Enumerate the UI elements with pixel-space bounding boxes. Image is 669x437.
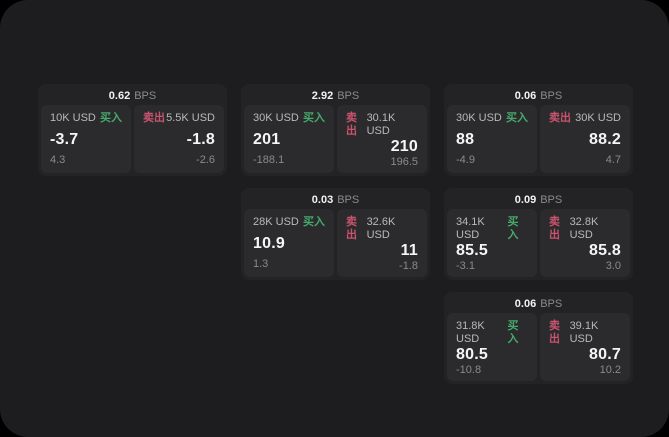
bps-header: 0.62 BPS	[41, 87, 224, 105]
bps-unit: BPS	[540, 298, 563, 310]
buy-panel[interactable]: 28K USD 买入 10.9 1.3	[244, 209, 334, 277]
sell-side-label: 卖出	[549, 216, 560, 241]
bps-value: 0.62	[108, 90, 131, 102]
bps-unit: BPS	[540, 194, 563, 206]
buy-delta: 4.3	[50, 154, 66, 166]
buy-delta: -10.8	[456, 364, 482, 376]
sell-notional: 30K USD	[575, 112, 621, 124]
bps-value: 0.06	[514, 298, 537, 310]
buy-panel[interactable]: 30K USD 买入 88 -4.9	[447, 105, 537, 173]
sell-price: 85.8	[589, 242, 621, 259]
quote-card: 0.09 BPS 34.1K USD 买入 85.5 -3.1 卖出 32.8K…	[444, 188, 633, 280]
sell-panel[interactable]: 卖出 32.6K USD 11 -1.8	[337, 209, 427, 277]
buy-notional: 30K USD	[253, 112, 299, 124]
buy-delta: -4.9	[456, 154, 475, 166]
buy-side-label: 买入	[303, 112, 325, 124]
buy-notional: 28K USD	[253, 216, 299, 228]
sell-price: 88.2	[589, 130, 621, 148]
quote-body: 30K USD 买入 88 -4.9 卖出 30K USD 88.2 4.7	[447, 105, 630, 173]
sell-side-label: 卖出	[143, 112, 165, 124]
sell-notional: 30.1K USD	[366, 112, 396, 137]
sell-panel[interactable]: 卖出 39.1K USD 80.7 10.2	[540, 313, 630, 381]
sell-price: 80.7	[589, 346, 621, 363]
quote-body: 34.1K USD 买入 85.5 -3.1 卖出 32.8K USD 85.8…	[447, 209, 630, 277]
buy-side-label: 买入	[506, 112, 528, 124]
bps-value: 0.06	[514, 90, 537, 102]
sell-panel[interactable]: 卖出 32.8K USD 85.8 3.0	[540, 209, 630, 277]
quote-card: 0.62 BPS 10K USD 买入 -3.7 4.3 卖出 5.5K USD…	[38, 84, 227, 176]
sell-delta: 3.0	[605, 260, 621, 272]
buy-panel[interactable]: 30K USD 买入 201 -188.1	[244, 105, 334, 173]
bps-unit: BPS	[337, 194, 360, 206]
quote-card: 0.06 BPS 31.8K USD 买入 80.5 -10.8 卖出 39.1…	[444, 292, 633, 384]
bps-value: 2.92	[311, 90, 334, 102]
bps-unit: BPS	[134, 90, 157, 102]
buy-price: 88	[456, 130, 475, 148]
sell-notional: 32.6K USD	[366, 216, 396, 241]
sell-panel[interactable]: 卖出 30K USD 88.2 4.7	[540, 105, 630, 173]
buy-notional: 10K USD	[50, 112, 96, 124]
buy-side-label: 买入	[507, 320, 519, 345]
buy-delta: -3.1	[456, 260, 475, 272]
bps-unit: BPS	[337, 90, 360, 102]
sell-side-label: 卖出	[549, 320, 560, 345]
sell-notional: 32.8K USD	[569, 216, 599, 241]
sell-delta: -2.6	[196, 154, 215, 166]
buy-panel[interactable]: 31.8K USD 买入 80.5 -10.8	[447, 313, 537, 381]
buy-side-label: 买入	[100, 112, 122, 124]
quote-body: 30K USD 买入 201 -188.1 卖出 30.1K USD 210 1…	[244, 105, 427, 173]
quote-card: 0.03 BPS 28K USD 买入 10.9 1.3 卖出 32.6K US…	[241, 188, 430, 280]
bps-header: 0.06 BPS	[447, 295, 630, 313]
sell-price: 210	[390, 138, 418, 155]
bps-value: 0.09	[514, 194, 537, 206]
buy-notional: 34.1K USD	[456, 216, 485, 241]
buy-price: 85.5	[456, 242, 488, 259]
sell-price: 11	[400, 242, 418, 259]
sell-delta: 10.2	[599, 364, 621, 376]
sell-panel[interactable]: 卖出 5.5K USD -1.8 -2.6	[134, 105, 224, 173]
bps-header: 0.06 BPS	[447, 87, 630, 105]
buy-delta: 1.3	[253, 258, 269, 270]
quote-body: 28K USD 买入 10.9 1.3 卖出 32.6K USD 11 -1.8	[244, 209, 427, 277]
buy-side-label: 买入	[507, 216, 519, 241]
quote-body: 31.8K USD 买入 80.5 -10.8 卖出 39.1K USD 80.…	[447, 313, 630, 381]
buy-price: 80.5	[456, 346, 488, 363]
buy-price: 10.9	[253, 234, 285, 252]
bps-unit: BPS	[540, 90, 563, 102]
sell-notional: 39.1K USD	[569, 320, 599, 345]
bps-header: 0.03 BPS	[244, 191, 427, 209]
buy-delta: -188.1	[253, 154, 285, 166]
sell-price: -1.8	[186, 130, 215, 148]
buy-price: -3.7	[50, 130, 79, 148]
quote-card: 0.06 BPS 30K USD 买入 88 -4.9 卖出 30K USD 8…	[444, 84, 633, 176]
sell-notional: 5.5K USD	[166, 112, 215, 124]
bps-header: 0.09 BPS	[447, 191, 630, 209]
sell-side-label: 卖出	[549, 112, 571, 124]
buy-side-label: 买入	[303, 216, 325, 228]
buy-notional: 31.8K USD	[456, 320, 485, 345]
sell-side-label: 卖出	[346, 112, 357, 137]
sell-side-label: 卖出	[346, 216, 357, 241]
sell-panel[interactable]: 卖出 30.1K USD 210 196.5	[337, 105, 427, 173]
sell-delta: 196.5	[390, 156, 418, 168]
bps-value: 0.03	[311, 194, 334, 206]
buy-panel[interactable]: 10K USD 买入 -3.7 4.3	[41, 105, 131, 173]
quote-body: 10K USD 买入 -3.7 4.3 卖出 5.5K USD -1.8 -2.…	[41, 105, 224, 173]
buy-price: 201	[253, 130, 281, 148]
sell-delta: -1.8	[399, 260, 418, 272]
buy-panel[interactable]: 34.1K USD 买入 85.5 -3.1	[447, 209, 537, 277]
quote-card: 2.92 BPS 30K USD 买入 201 -188.1 卖出 30.1K …	[241, 84, 430, 176]
bps-header: 2.92 BPS	[244, 87, 427, 105]
buy-notional: 30K USD	[456, 112, 502, 124]
sell-delta: 4.7	[605, 154, 621, 166]
